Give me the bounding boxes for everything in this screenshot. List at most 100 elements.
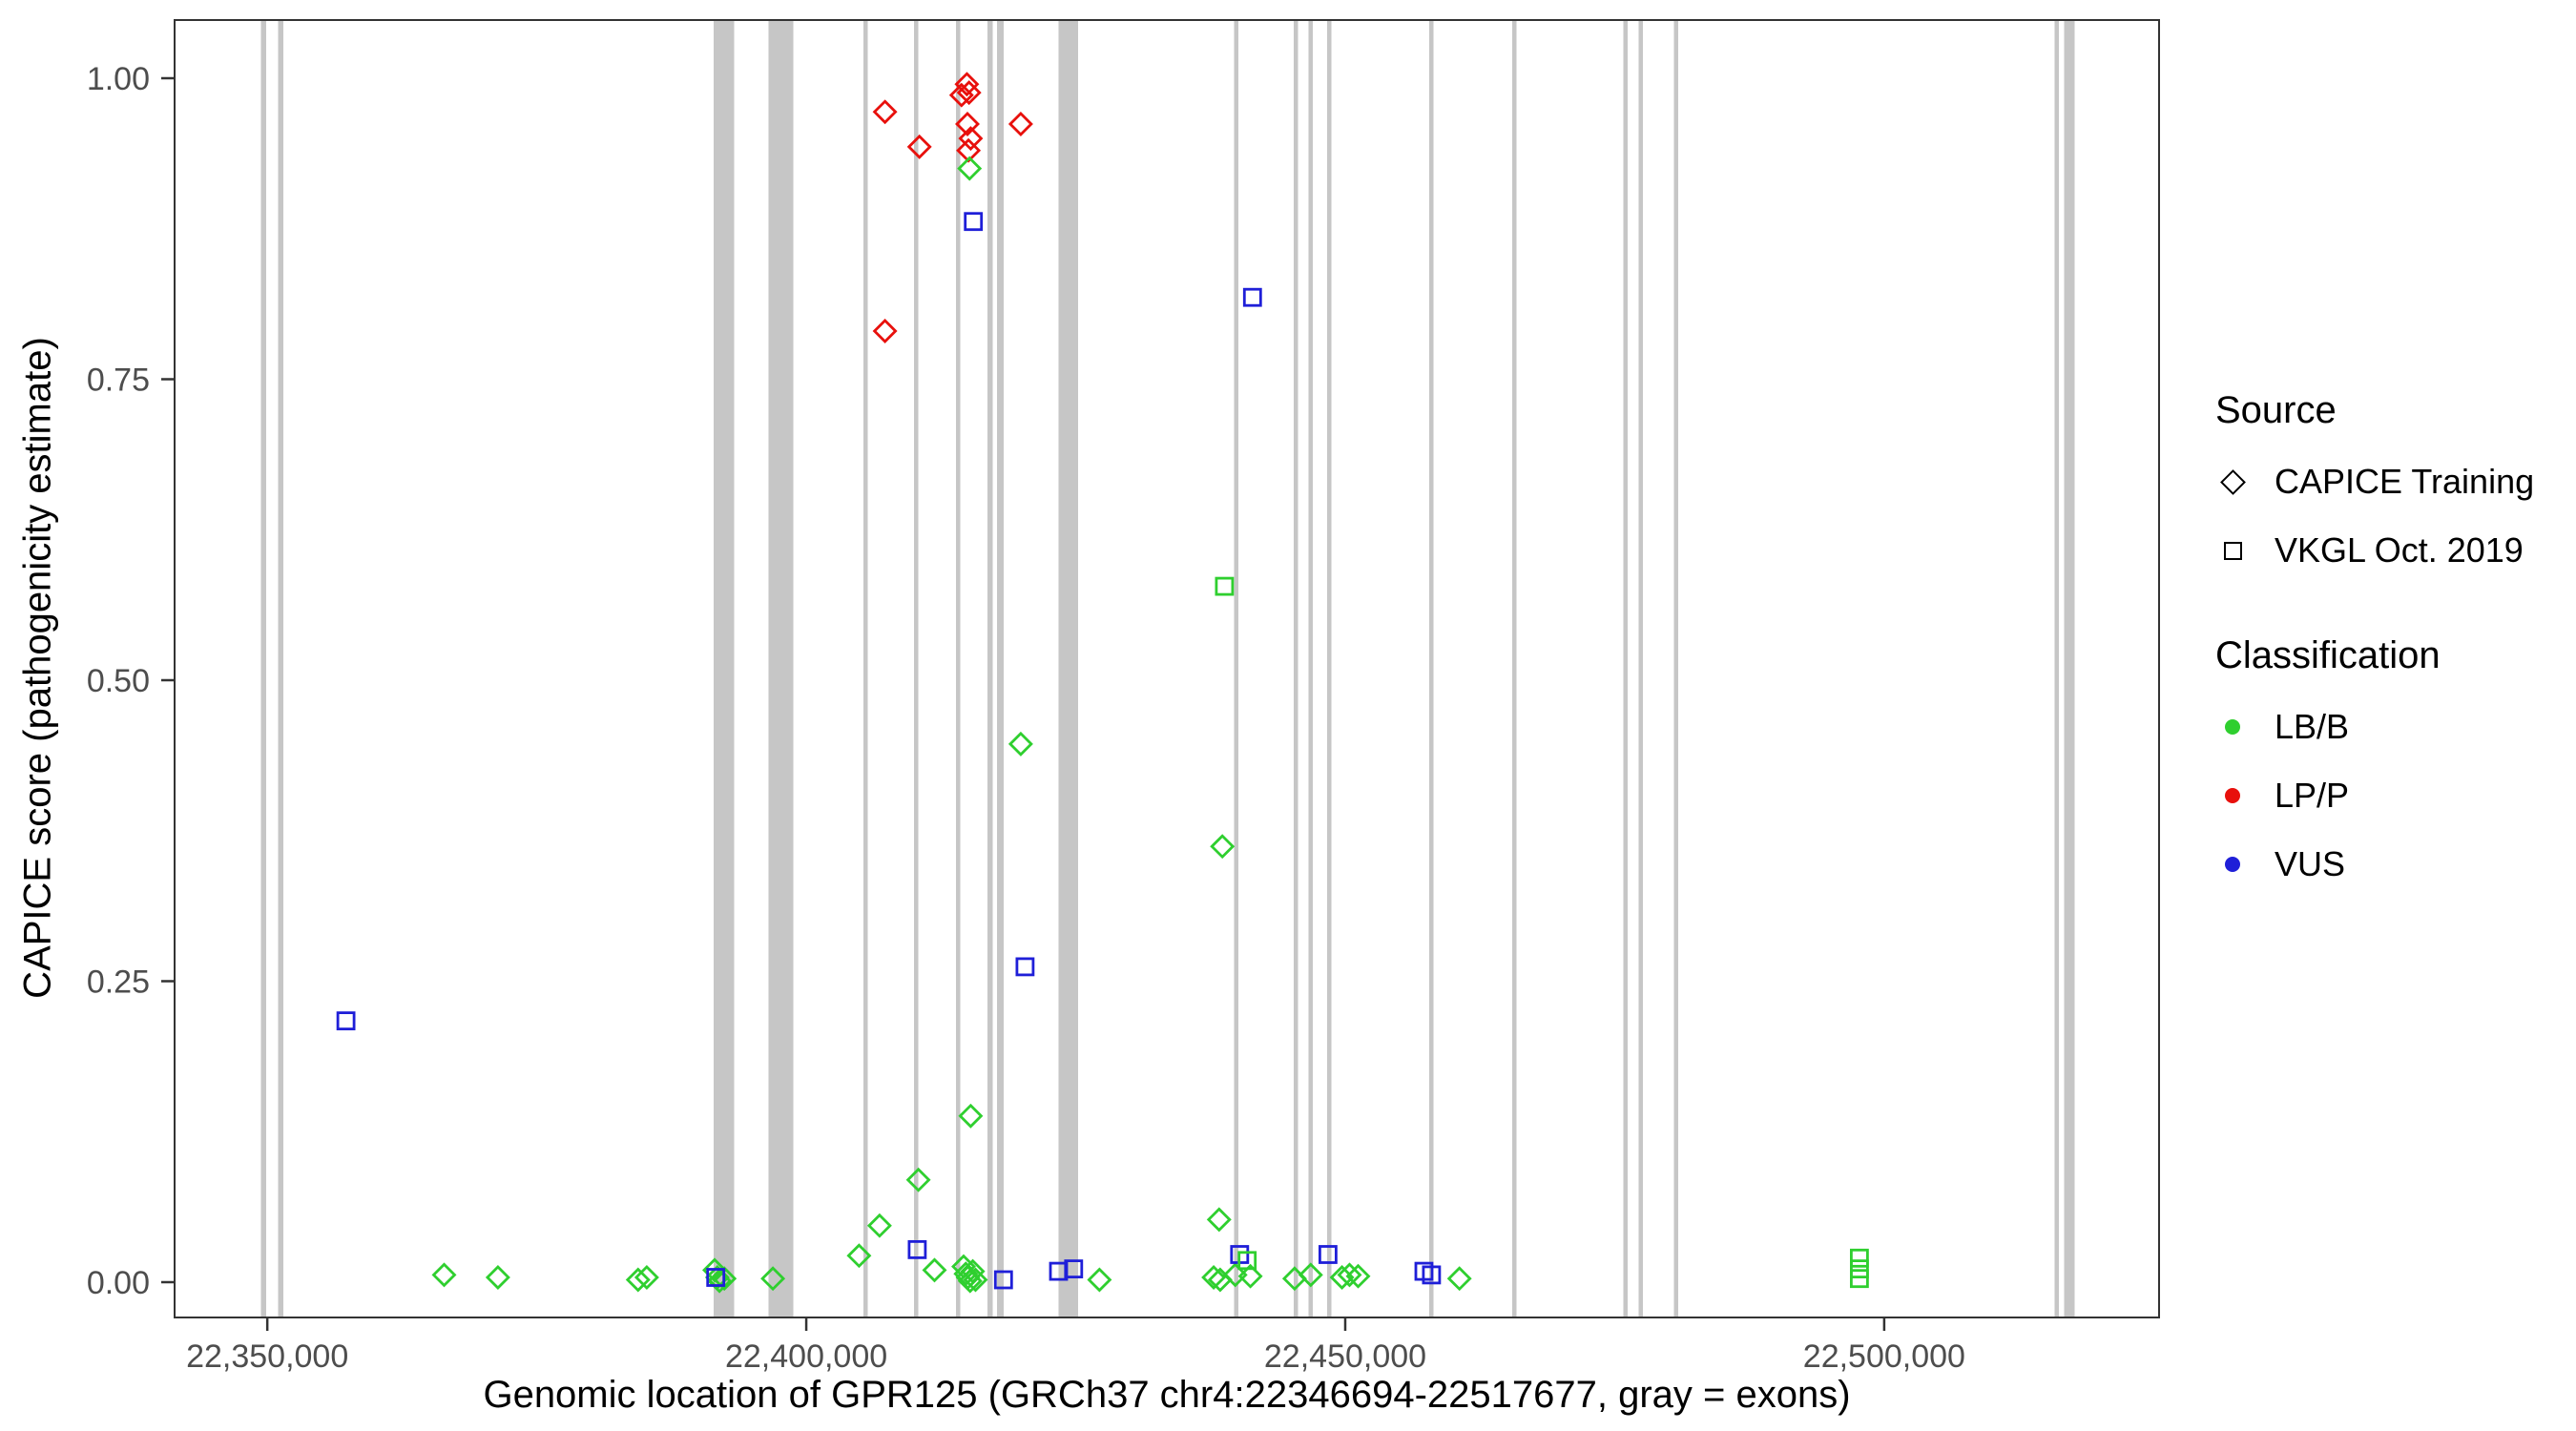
exon-band bbox=[1308, 20, 1314, 1317]
legend-item-label: CAPICE Training bbox=[2275, 462, 2535, 501]
exon-band bbox=[768, 20, 794, 1317]
point-diamond bbox=[1210, 834, 1236, 860]
point-diamond bbox=[1008, 112, 1033, 136]
point-diamond bbox=[872, 99, 898, 125]
exon-band bbox=[2054, 20, 2059, 1317]
point-diamond bbox=[956, 80, 982, 106]
panel-border bbox=[174, 19, 2160, 1318]
legend-item-lbb: LB/B bbox=[2215, 693, 2534, 761]
x-tick-label: 22,450,000 bbox=[1264, 1338, 1426, 1375]
exon-band bbox=[1512, 20, 1517, 1317]
legend-source-title: Source bbox=[2215, 389, 2337, 431]
point-square bbox=[1850, 1248, 1869, 1268]
point-diamond bbox=[906, 134, 932, 159]
point-diamond bbox=[922, 1257, 947, 1283]
point-diamond bbox=[1345, 1263, 1371, 1289]
point-square bbox=[1064, 1259, 1084, 1278]
point-diamond bbox=[960, 1258, 986, 1284]
exon-band bbox=[1326, 20, 1332, 1317]
point-diamond bbox=[1446, 1266, 1472, 1292]
exon-band bbox=[1623, 20, 1628, 1317]
square-icon bbox=[2215, 541, 2250, 560]
point-diamond bbox=[485, 1265, 510, 1290]
point-diamond bbox=[958, 126, 984, 152]
point-square bbox=[1237, 1251, 1257, 1271]
exon-band bbox=[997, 20, 1004, 1317]
point-square bbox=[1850, 1269, 1869, 1289]
exon-band bbox=[260, 20, 266, 1317]
point-diamond bbox=[1008, 731, 1033, 757]
point-square bbox=[993, 1270, 1013, 1290]
exon-band bbox=[1429, 20, 1434, 1317]
point-diamond bbox=[963, 1267, 988, 1293]
point-diamond bbox=[955, 112, 980, 136]
point-diamond bbox=[957, 156, 983, 181]
green-dot-icon bbox=[2215, 719, 2250, 735]
exon-band bbox=[863, 20, 868, 1317]
point-diamond bbox=[712, 1266, 737, 1292]
point-square bbox=[1215, 576, 1235, 596]
exon-band bbox=[987, 20, 993, 1317]
point-diamond bbox=[1298, 1262, 1323, 1288]
legend-source: Source CAPICE Training VKGL Oct. 2019 bbox=[2215, 389, 2534, 585]
y-tick-label: 0.00 bbox=[87, 1265, 150, 1301]
exon-band bbox=[1673, 20, 1679, 1317]
point-diamond bbox=[707, 1268, 733, 1294]
point-square bbox=[964, 212, 984, 232]
point-diamond bbox=[954, 72, 980, 97]
point-diamond bbox=[1201, 1265, 1227, 1290]
legend-classification: Classification LB/B LP/P VUS bbox=[2215, 634, 2534, 899]
y-tick-label: 0.50 bbox=[87, 663, 150, 699]
exon-band bbox=[1234, 20, 1239, 1317]
exon-band bbox=[1638, 20, 1643, 1317]
point-diamond bbox=[905, 1167, 931, 1192]
point-diamond bbox=[956, 137, 982, 163]
point-diamond bbox=[634, 1265, 659, 1290]
exon-band bbox=[1293, 20, 1298, 1317]
legend: Source CAPICE Training VKGL Oct. 2019 Cl… bbox=[2215, 389, 2534, 899]
exon-band bbox=[713, 20, 735, 1317]
point-square bbox=[1319, 1245, 1338, 1264]
x-tick-label: 22,350,000 bbox=[186, 1338, 348, 1375]
y-tick-label: 1.00 bbox=[87, 61, 150, 97]
point-diamond bbox=[866, 1213, 892, 1238]
point-diamond bbox=[1206, 1207, 1232, 1233]
point-diamond bbox=[625, 1267, 651, 1293]
point-square bbox=[1850, 1259, 1869, 1278]
legend-item-lpp: LP/P bbox=[2215, 761, 2534, 830]
point-diamond bbox=[1337, 1262, 1362, 1288]
blue-dot-icon bbox=[2215, 857, 2250, 872]
point-diamond bbox=[872, 319, 898, 343]
axes: 22,350,000 22,400,000 22,450,000 22,500,000… bbox=[87, 61, 1965, 1375]
point-diamond bbox=[1237, 1263, 1263, 1289]
legend-item-vkgl: VKGL Oct. 2019 bbox=[2215, 516, 2534, 585]
x-tick-label: 22,400,000 bbox=[725, 1338, 887, 1375]
point-diamond bbox=[846, 1243, 872, 1269]
red-dot-icon bbox=[2215, 788, 2250, 803]
legend-item-label: VKGL Oct. 2019 bbox=[2275, 530, 2524, 570]
y-tick-label: 0.25 bbox=[87, 964, 150, 1001]
y-tick-label: 0.75 bbox=[87, 363, 150, 399]
exon-band bbox=[1058, 20, 1078, 1317]
point-square bbox=[706, 1268, 726, 1287]
legend-item-label: LP/P bbox=[2275, 776, 2350, 815]
legend-item-label: VUS bbox=[2275, 844, 2346, 883]
x-axis-label: Genomic location of GPR125 (GRCh37 chr4:… bbox=[483, 1374, 1851, 1416]
point-diamond bbox=[1087, 1267, 1112, 1293]
legend-classification-title: Classification bbox=[2215, 634, 2441, 676]
point-square bbox=[1015, 957, 1035, 977]
point-square bbox=[1422, 1265, 1442, 1285]
legend-item-capice-training: CAPICE Training bbox=[2215, 447, 2534, 516]
point-square bbox=[336, 1011, 356, 1030]
x-tick-label: 22,500,000 bbox=[1803, 1338, 1965, 1375]
point-square bbox=[1242, 287, 1262, 307]
diamond-icon bbox=[2215, 468, 2250, 495]
exon-bands bbox=[260, 20, 2075, 1317]
point-square bbox=[907, 1240, 927, 1259]
point-diamond bbox=[431, 1262, 457, 1288]
legend-item-vus: VUS bbox=[2215, 830, 2534, 899]
exon-band bbox=[914, 20, 919, 1317]
point-diamond bbox=[1222, 1262, 1248, 1288]
